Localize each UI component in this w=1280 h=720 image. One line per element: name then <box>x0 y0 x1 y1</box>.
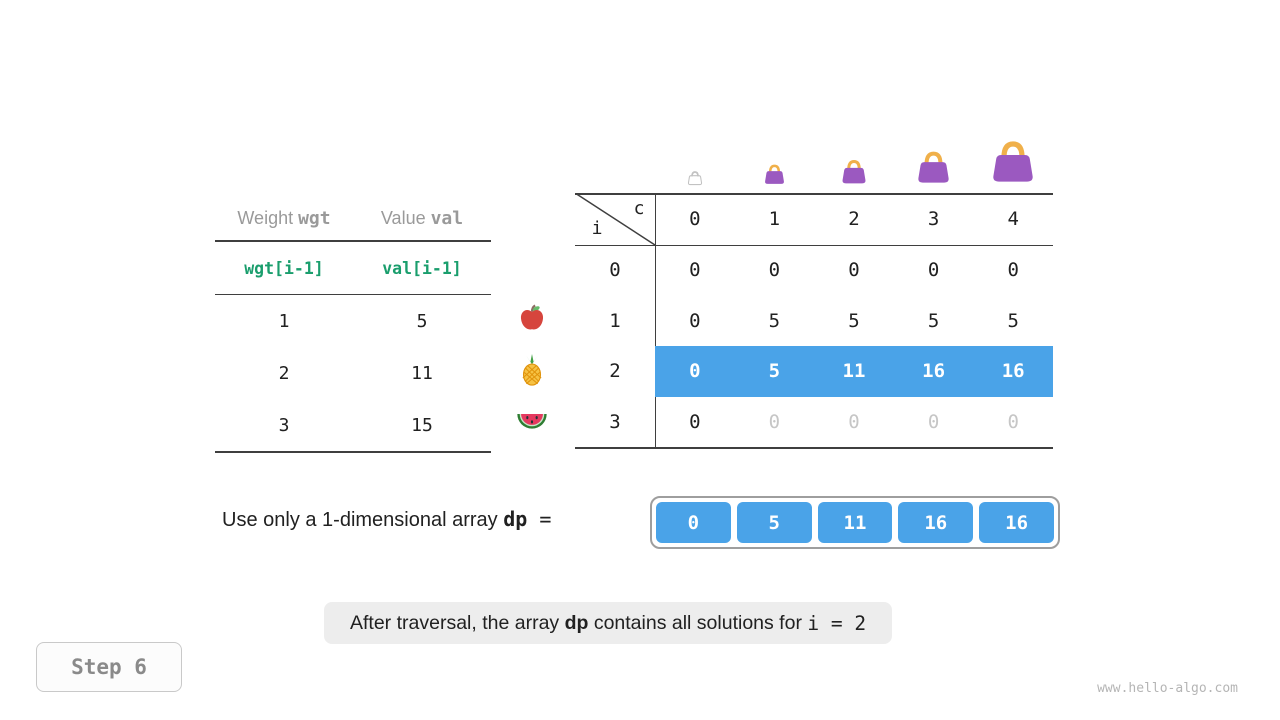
dp-table-row-0: 0 0 0 0 0 <box>655 245 1053 296</box>
value-header-code: val <box>430 207 464 229</box>
bag-capacity-1 <box>735 130 815 191</box>
bag-capacity-0 <box>655 130 735 191</box>
items-table-bottom-line <box>215 451 491 453</box>
dp-table: c i 0 1 2 3 4 0 1 2 3 0 0 0 0 0 0 5 5 5 5 0 5 11 16 16 0 0 0 0 0 <box>575 130 1053 450</box>
bag-capacity-2 <box>814 130 894 191</box>
dp-table-row-3: 0 0 0 0 0 <box>655 397 1053 448</box>
dp-col-header-0: 0 <box>689 208 701 230</box>
dp-array-label-text: Use only a 1-dimensional array <box>222 509 504 531</box>
items-table-row: 3 15 <box>215 399 491 451</box>
dp-cell-r2c3: 16 <box>922 360 946 383</box>
dp-table-header-line <box>575 245 1053 246</box>
items-table-row: 2 11 <box>215 347 491 399</box>
value-header-text: Value <box>380 207 431 228</box>
caption-text-2: contains all solutions for <box>588 611 808 634</box>
dp-row-labels: 0 1 2 3 <box>575 245 655 447</box>
caption-i-code: i <box>807 611 820 635</box>
dp-array-label-code: dp <box>503 507 528 531</box>
fruit-icons-column <box>506 292 558 448</box>
weight-header: Weight wgt <box>215 208 353 229</box>
dp-array-label: Use only a 1-dimensional array dp = <box>222 507 563 532</box>
dp-array-box: 0 5 11 16 16 <box>650 496 1060 549</box>
watermelon-icon <box>506 396 558 448</box>
dp-col-header-2: 2 <box>848 208 860 230</box>
dp-col-header-1: 1 <box>768 208 781 230</box>
corner-row-var: i <box>591 218 603 239</box>
dp-cell-r1c3: 5 <box>927 309 940 332</box>
dp-cell-r1c4: 5 <box>1007 309 1019 332</box>
items-table-rows: 1 5 2 11 3 15 <box>215 295 491 451</box>
dp-col-header-3: 3 <box>927 208 940 230</box>
apple-icon <box>506 292 558 344</box>
dp-row-label-1: 1 <box>609 309 621 332</box>
dp-table-bottom-line <box>575 447 1053 449</box>
dp-cell-r3c1: 0 <box>768 410 781 433</box>
item-weight-0: 1 <box>278 310 290 332</box>
dp-cell-r1c2: 5 <box>848 309 860 332</box>
bag-capacity-3 <box>894 130 974 191</box>
dp-cell-r1c1: 5 <box>768 309 781 332</box>
dp-row-label-3: 3 <box>609 410 621 433</box>
dp-cell-r0c2: 0 <box>848 259 860 282</box>
caption-dp-code: dp <box>564 611 589 634</box>
items-table: Weight wgt Value val wgt[i-1] val[i-1] 1… <box>215 196 491 453</box>
items-table-header-line <box>215 240 491 242</box>
value-header: Value val <box>353 208 491 229</box>
items-table-formula-line <box>215 294 491 295</box>
dp-cell-r3c0: 0 <box>689 410 701 433</box>
pineapple-icon <box>506 344 558 396</box>
dp-array-cell-3: 16 <box>898 502 974 543</box>
dp-table-top-line <box>575 193 1053 195</box>
items-table-formula-row: wgt[i-1] val[i-1] <box>215 242 491 294</box>
item-value-1: 11 <box>411 362 433 384</box>
bag-capacity-4 <box>973 130 1053 191</box>
dp-cell-r2c1: 5 <box>768 360 781 383</box>
capacity-bags-row <box>655 130 1053 191</box>
dp-col-header-4: 4 <box>1007 208 1019 230</box>
item-value-0: 5 <box>416 310 428 332</box>
step-badge: Step 6 <box>36 642 182 692</box>
dp-cell-r3c4: 0 <box>1007 410 1019 433</box>
weight-formula: wgt[i-1] <box>244 258 324 278</box>
dp-cell-r3c2: 0 <box>848 410 860 433</box>
items-table-header: Weight wgt Value val <box>215 196 491 240</box>
item-weight-1: 2 <box>278 362 290 384</box>
dp-cell-r0c4: 0 <box>1007 259 1019 282</box>
dp-cell-r2c0: 0 <box>689 360 701 383</box>
dp-table-row-2: 0 5 11 16 16 <box>655 346 1053 397</box>
corner-col-var: c <box>633 198 645 219</box>
dp-array-cell-1: 5 <box>736 502 812 543</box>
item-weight-2: 3 <box>278 414 290 436</box>
dp-cell-r0c0: 0 <box>689 259 701 282</box>
dp-table-vertical-line <box>655 193 656 447</box>
caption-text-1: After traversal, the array <box>350 611 565 634</box>
weight-header-code: wgt <box>298 207 331 229</box>
dp-cell-r0c3: 0 <box>927 259 940 282</box>
value-formula: val[i-1] <box>382 258 462 278</box>
dp-column-headers: 0 1 2 3 4 <box>655 193 1053 245</box>
dp-cell-r1c0: 0 <box>689 309 701 332</box>
dp-array-cell-4: 16 <box>979 502 1054 543</box>
item-value-2: 15 <box>411 414 433 436</box>
dp-array-equals: = <box>527 507 564 531</box>
dp-cell-r3c3: 0 <box>927 410 940 433</box>
caption-box: After traversal, the array dp contains a… <box>324 602 893 644</box>
corner-diagonal-line <box>575 193 655 245</box>
dp-array-cell-2: 11 <box>817 502 893 543</box>
watermark: www.hello-algo.com <box>1097 681 1238 696</box>
caption-text-3: = 2 <box>819 611 867 635</box>
dp-table-row-1: 0 5 5 5 5 <box>655 296 1053 347</box>
dp-row-label-0: 0 <box>609 259 621 282</box>
dp-cell-r2c4: 16 <box>1001 360 1025 383</box>
dp-array-cell-0: 0 <box>656 502 731 543</box>
dp-array-cells: 0 5 11 16 16 <box>656 502 1054 543</box>
dp-table-body: 0 0 0 0 0 0 5 5 5 5 0 5 11 16 16 0 0 0 0 0 <box>655 245 1053 447</box>
dp-cell-r2c2: 11 <box>842 360 866 383</box>
dp-cell-r0c1: 0 <box>768 259 781 282</box>
weight-header-text: Weight <box>237 207 299 228</box>
dp-row-label-2: 2 <box>609 360 621 383</box>
